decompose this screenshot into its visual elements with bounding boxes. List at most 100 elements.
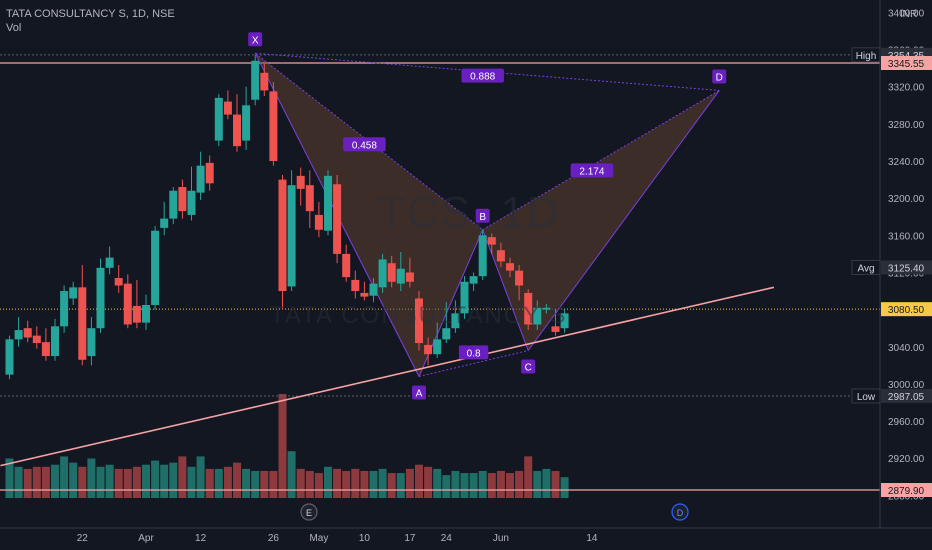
last-price-tag: 3080.50 — [888, 305, 925, 316]
volume-bar — [41, 466, 50, 498]
pattern-leg — [527, 90, 720, 351]
candle-body — [506, 263, 514, 271]
volume-bar — [442, 475, 451, 498]
candle-body — [378, 259, 387, 288]
volume-bar — [260, 470, 269, 498]
volume-bar — [105, 464, 114, 498]
price-tick-label: 3400.00 — [888, 8, 925, 19]
volume-bar — [242, 468, 251, 498]
time-tick-label: Apr — [138, 533, 154, 544]
pattern-ratio-label-bg — [461, 68, 504, 83]
pattern-ratio-label: 0.458 — [352, 140, 377, 151]
time-tick-label: 14 — [586, 533, 598, 544]
candle-body — [360, 292, 369, 297]
price-tick-label: 3160.00 — [888, 231, 925, 242]
volume-bar — [142, 464, 150, 498]
volume-bar — [478, 470, 487, 498]
volume-bar — [233, 462, 241, 498]
time-tick-label: May — [309, 533, 328, 544]
volume-bar — [187, 466, 196, 498]
candle-body — [96, 267, 105, 329]
volume-bar — [351, 468, 360, 498]
volume-bar — [305, 470, 314, 498]
price-tag-name-bg — [851, 47, 881, 63]
volume-bar — [314, 473, 323, 498]
line-value-tag: 2879.90 — [888, 486, 925, 497]
line-value-tag: 3345.55 — [888, 59, 925, 70]
volume-bar — [487, 473, 496, 498]
time-tick-label: 17 — [404, 533, 416, 544]
candle-body — [23, 328, 32, 338]
candle-body — [396, 268, 405, 284]
volume-bar — [114, 468, 123, 498]
volume-bar — [78, 466, 87, 498]
time-tick-label: 12 — [195, 533, 207, 544]
candle-body — [305, 185, 314, 212]
volume-bar — [405, 468, 414, 498]
candle-body — [105, 257, 114, 268]
price-tick-label: 3320.00 — [888, 83, 925, 94]
volume-bar — [196, 456, 205, 498]
price-tag-value: 3125.40 — [888, 263, 925, 274]
candle-body — [32, 335, 41, 344]
volume-bar — [251, 470, 260, 498]
volume-bar — [496, 470, 505, 498]
candle-body — [460, 281, 469, 314]
price-tag-name: Avg — [857, 263, 874, 274]
volume-label: Vol — [6, 22, 22, 34]
volume-bar — [32, 466, 41, 498]
price-tag-name-bg — [851, 388, 881, 404]
volume-bar — [433, 468, 442, 498]
candle-body — [424, 344, 433, 355]
volume-bar — [178, 456, 187, 498]
volume-bar — [451, 470, 460, 498]
candle-body — [214, 97, 223, 141]
watermark-name: TATA CONSULTANCY S — [270, 302, 568, 329]
volume-bar — [132, 466, 141, 498]
candle-body — [60, 291, 69, 327]
candle-body — [160, 218, 169, 228]
volume-bar — [333, 468, 342, 498]
candle-body — [469, 276, 478, 284]
candle-body — [324, 175, 332, 231]
candle-body — [78, 287, 87, 360]
candle-body — [542, 307, 551, 310]
time-tick-label: 22 — [77, 533, 89, 544]
candle-body — [14, 330, 23, 340]
pattern-point-label-bg — [475, 208, 490, 223]
pattern-point-label: A — [416, 388, 423, 399]
candle-body — [242, 105, 251, 141]
candle-body — [5, 339, 14, 375]
candle-body — [478, 235, 487, 277]
volume-bar — [214, 468, 223, 498]
candle-body — [333, 184, 342, 254]
volume-bar — [60, 456, 69, 498]
pattern-ratio-label: 2.174 — [579, 166, 604, 177]
volume-bar — [551, 470, 560, 498]
time-axis-background — [0, 528, 932, 550]
volume-bar — [424, 466, 433, 498]
volume-bar — [51, 464, 59, 498]
pattern-xab-fill — [255, 53, 483, 377]
volume-bar — [5, 458, 14, 498]
candle-body — [269, 91, 278, 162]
price-tick-label: 3200.00 — [888, 194, 925, 205]
candle-body — [287, 185, 296, 287]
candle-body — [223, 101, 232, 115]
candle-body — [278, 179, 287, 292]
pattern-ratio-label: 0.8 — [467, 348, 481, 359]
volume-bar — [23, 468, 32, 498]
price-tag-value: 2987.05 — [888, 392, 925, 403]
volume-bar — [287, 451, 296, 498]
candle-body — [496, 250, 505, 262]
volume-bar — [96, 466, 105, 498]
candle-body — [524, 292, 533, 325]
volume-bar — [378, 468, 387, 498]
candle-body — [123, 283, 132, 325]
watermark-symbol: TCS, 1D — [378, 188, 561, 237]
candle-body — [560, 313, 569, 329]
price-tick-label: 3240.00 — [888, 157, 925, 168]
pattern-point-label: B — [479, 212, 486, 223]
volume-bar — [223, 466, 232, 498]
